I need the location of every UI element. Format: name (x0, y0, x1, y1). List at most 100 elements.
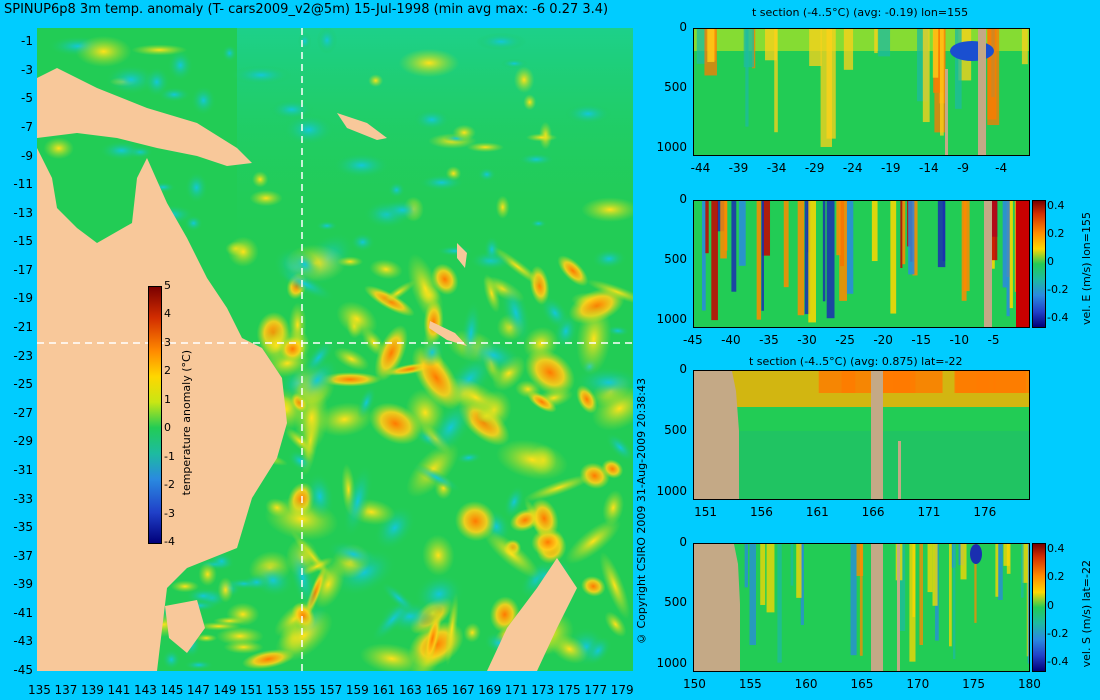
map-eddy-blob (475, 32, 527, 51)
panel-jet-band (856, 544, 864, 577)
panel-jet-band (749, 544, 756, 646)
panel-jet-band (800, 544, 804, 625)
australia-land (37, 148, 287, 671)
panel-y-tick: 1000 (656, 312, 687, 326)
panel-x-tick: 171 (917, 505, 941, 519)
panel-jet-band (790, 544, 794, 586)
map-eddy-blob (265, 498, 289, 518)
panel-x-tick: -14 (919, 161, 939, 175)
map-eddy-blob (243, 573, 270, 591)
panel-land-mask (898, 441, 901, 499)
panel1-plot (693, 28, 1030, 156)
map-y-tick: -31 (13, 462, 33, 477)
panel-jet-band (760, 544, 766, 605)
panel-x-tick: -44 (690, 161, 711, 175)
panel-y-tick: 0 (679, 362, 687, 376)
panel-jet-band (961, 201, 967, 301)
solomon-islands-land (337, 113, 387, 140)
panel-plume (954, 29, 962, 109)
panel-colorbar-tick: 0.2 (1047, 227, 1065, 240)
map-eddy-blob (557, 255, 589, 287)
map-colorbar-tick: 3 (164, 335, 171, 349)
map-eddy-blob (105, 64, 157, 95)
map-eddy-blob (336, 256, 364, 267)
panel-boundary-jet (1016, 201, 1029, 327)
map-x-tick: 157 (319, 683, 343, 697)
panel-jet-band (909, 544, 916, 662)
map-eddy-blob (184, 660, 214, 670)
panel-x-tick: -34 (766, 161, 787, 175)
panel-y-tick: 500 (664, 422, 687, 437)
map-eddy-blob (368, 74, 384, 88)
map-eddy-blob (252, 171, 269, 188)
map-x-tick: 173 (531, 683, 555, 697)
map-eddy-blob (591, 386, 633, 431)
map-eddy-blob (162, 649, 181, 670)
map-x-tick: 159 (345, 683, 369, 697)
map-x-tick: 149 (213, 683, 237, 697)
panel-field-svg (694, 371, 1029, 499)
panel-warm-patch (818, 371, 856, 393)
panel-jet-band (953, 544, 956, 660)
map-eddy-blob (423, 611, 442, 666)
panel-land-mask (984, 201, 992, 327)
panel-jet-band (974, 544, 977, 623)
map-eddy-blob (230, 65, 292, 85)
map-eddy-blob (222, 44, 238, 62)
panel-x-tick: -10 (949, 333, 970, 347)
panel-jet-band (932, 544, 938, 606)
panel-jet-band (711, 201, 718, 321)
panel-jet-band (908, 201, 915, 275)
panel-field-svg (694, 201, 1029, 327)
map-x-tick: 177 (584, 683, 608, 697)
map-y-tick: -37 (13, 548, 33, 563)
panel-x-tick: 165 (850, 677, 874, 691)
map-eddy-blob (503, 485, 525, 519)
panel-jet-band (777, 544, 782, 663)
map-x-tick: 153 (266, 683, 290, 697)
map-colorbar-label: temperature anomaly (°C) (180, 350, 193, 496)
panel-plume (774, 29, 778, 133)
map-eddy-blob (477, 167, 497, 182)
map-eddy-blob (422, 534, 455, 577)
map-eddy-blob (483, 273, 501, 313)
panel-x-tick: -45 (683, 333, 703, 347)
map-eddy-blob (184, 215, 203, 232)
panel-jet-band (761, 201, 764, 311)
map-x-tick: 179 (610, 683, 634, 697)
map-eddy-blob (524, 349, 576, 396)
map-eddy-blob (284, 427, 315, 456)
panel-jet-band (1020, 544, 1024, 598)
panel-jet-band (942, 201, 946, 262)
panel-x-tick: -4 (995, 161, 1008, 175)
panel-y-tick: 1000 (656, 483, 687, 498)
map-eddy-blob (288, 542, 318, 613)
panel-jet-band (731, 201, 737, 292)
map-x-tick: 135 (28, 683, 51, 697)
panel-x-tick: -15 (911, 333, 932, 347)
map-eddy-blob (550, 634, 589, 664)
panel-plume (707, 29, 715, 63)
map-y-tick: -23 (13, 348, 33, 363)
panel-land-mask (694, 544, 740, 671)
map-eddy-blob (581, 197, 633, 222)
map-eddy-blob (500, 58, 528, 69)
map-eddy-blob (356, 385, 376, 420)
panel-colorbar-tick: 0.4 (1047, 542, 1065, 555)
panel-jet-band (1022, 544, 1029, 583)
map-eddy-blob (287, 450, 313, 472)
panel-land-mask (871, 371, 883, 499)
new-caledonia-land (429, 321, 467, 346)
map-eddy-blob (387, 181, 406, 199)
panel-y-tick: 0 (679, 20, 687, 34)
panel-x-tick: -25 (835, 333, 855, 347)
map-x-tick: 141 (107, 683, 131, 697)
map-eddy-blob (523, 94, 537, 111)
panel-jet-band (1009, 201, 1013, 309)
map-eddy-blob (316, 220, 338, 231)
map-eddy-blob (198, 562, 217, 587)
map-eddy-blob (359, 643, 424, 671)
panel-x-tick: -9 (957, 161, 970, 175)
new-zealand-north-land (487, 558, 577, 671)
panel-x-tick: 160 (794, 677, 818, 691)
